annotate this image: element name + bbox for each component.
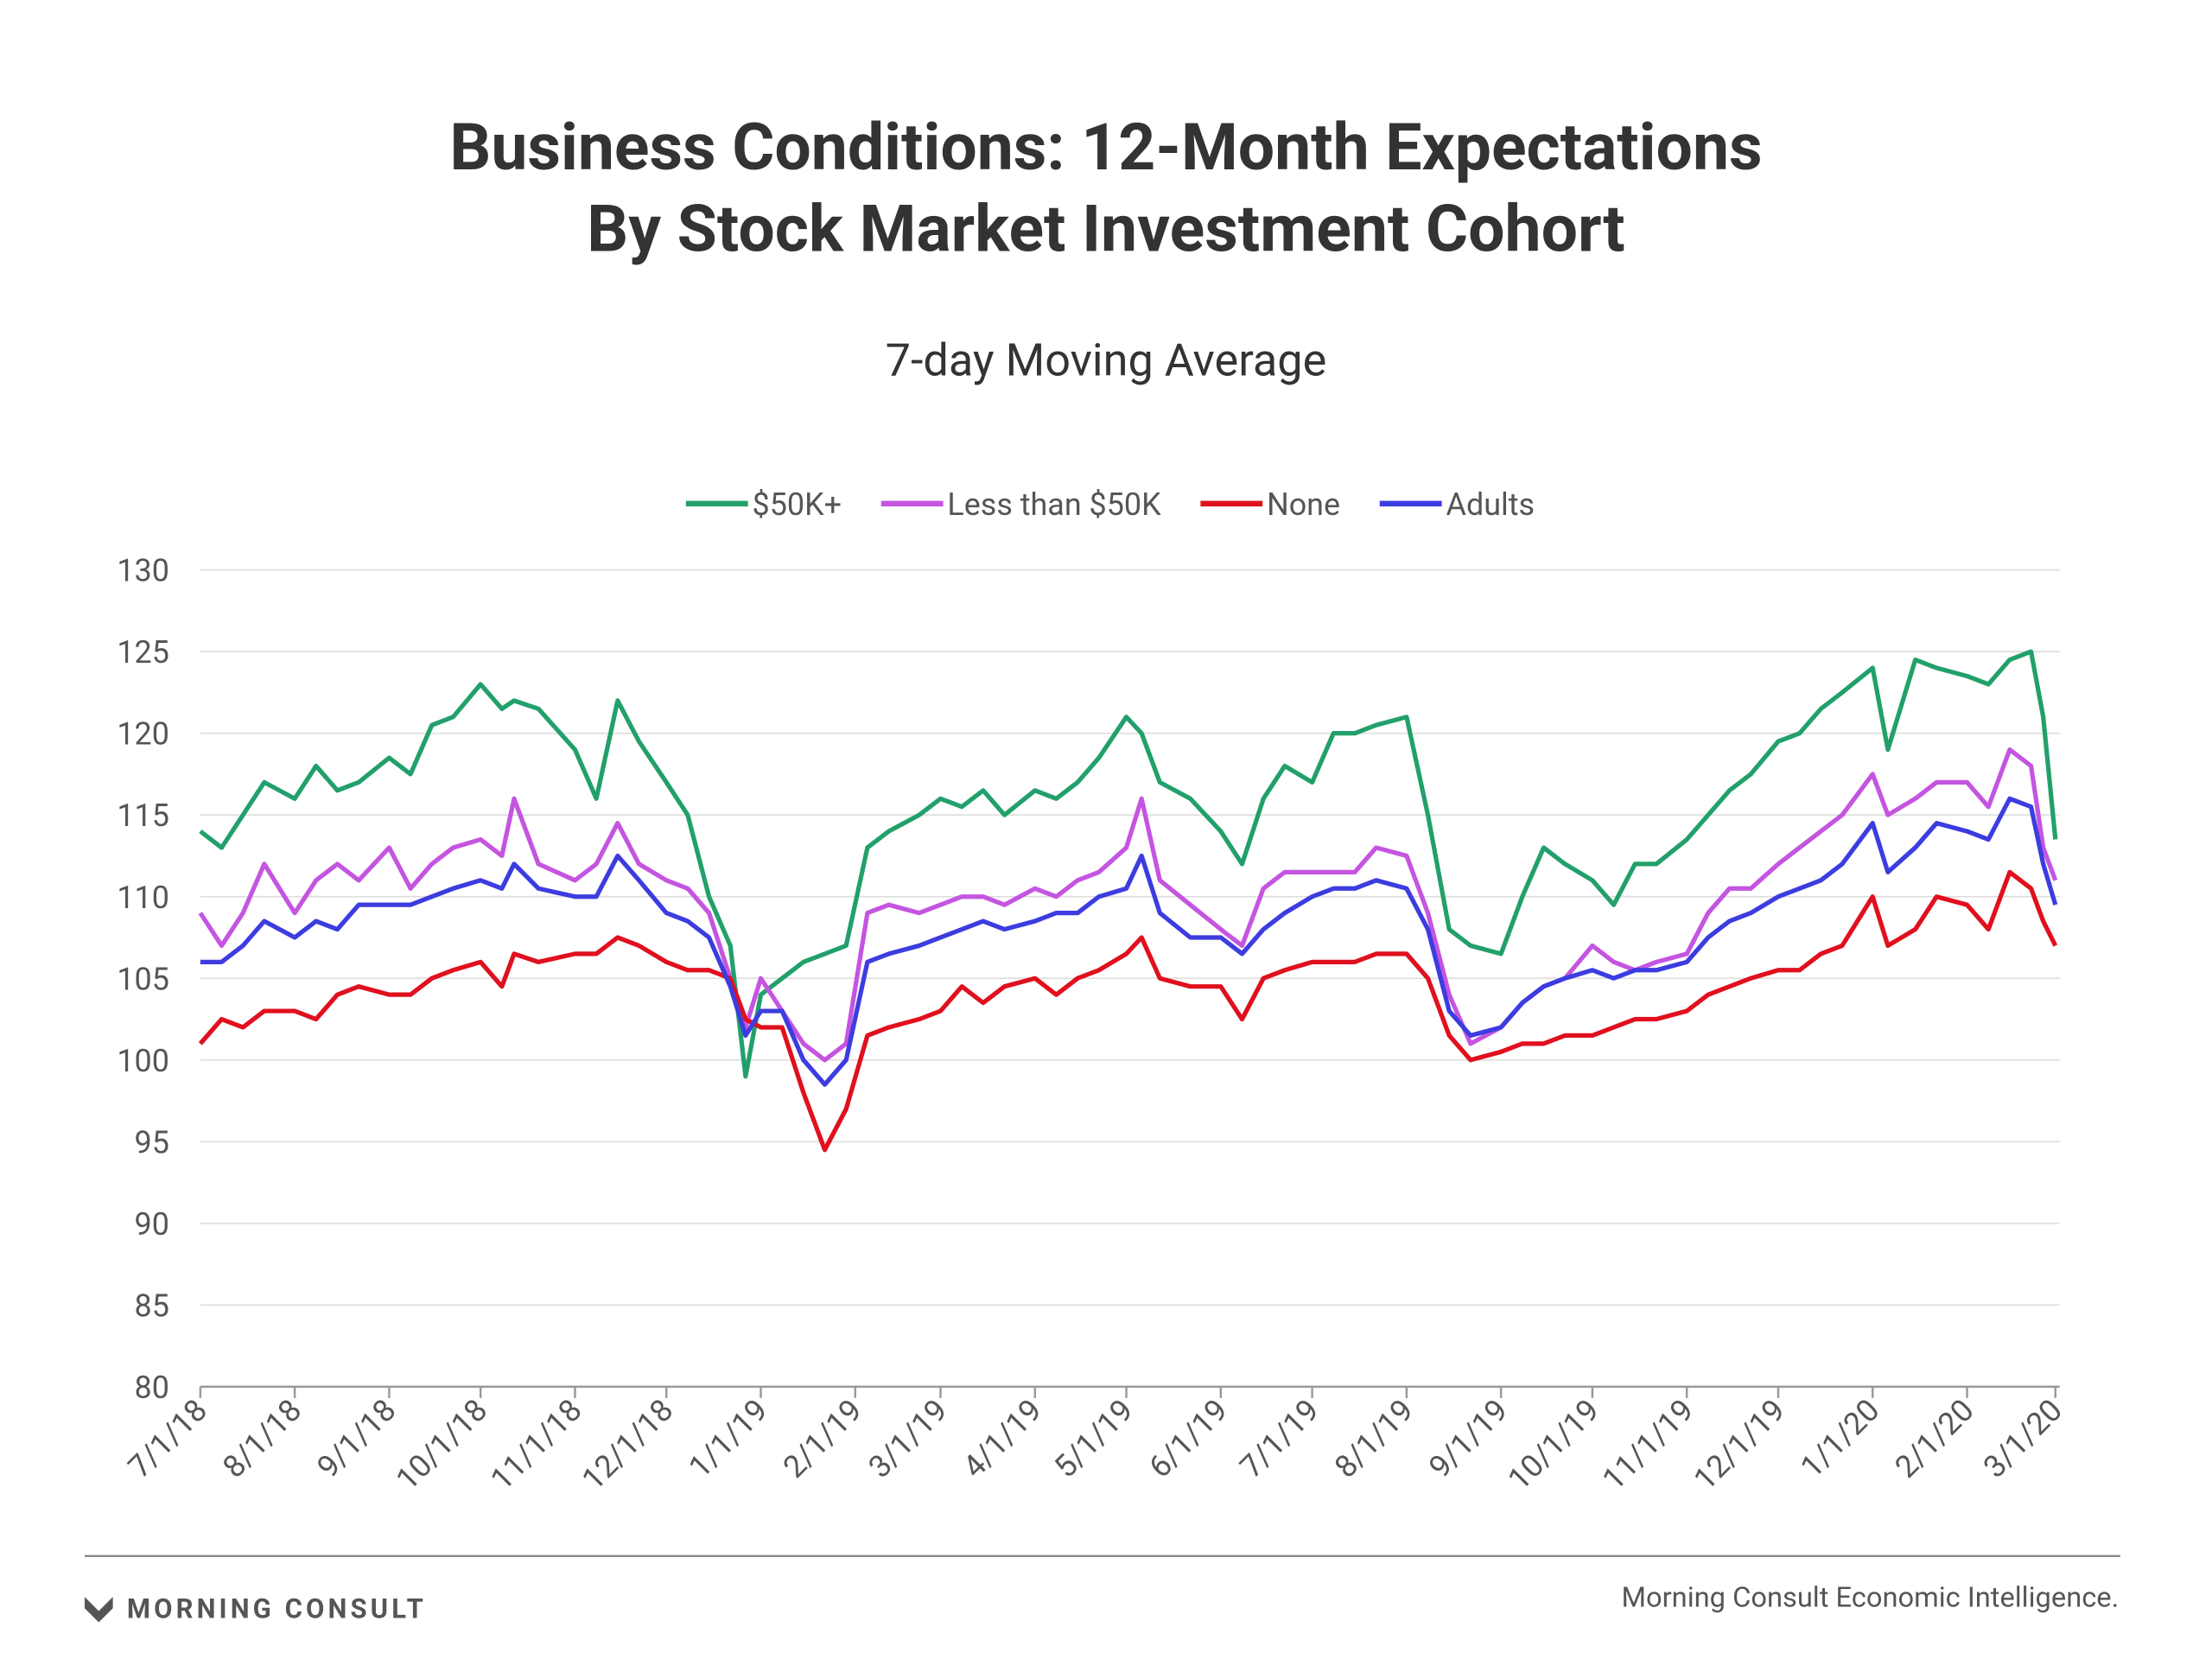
y-tick-label: 95 (135, 1124, 169, 1160)
y-tick-label: 120 (117, 716, 169, 753)
y-tick-label: 80 (135, 1370, 169, 1406)
chart-subtitle: 7-day Moving Average (886, 334, 1327, 386)
chart-title: By Stock Market Investment Cohort (587, 192, 1624, 268)
legend-label: None (1267, 486, 1340, 523)
y-tick-label: 130 (117, 553, 169, 589)
y-tick-label: 100 (117, 1043, 169, 1079)
y-tick-label: 105 (117, 961, 169, 997)
legend-label: Less than $50K (947, 486, 1161, 523)
series-line (199, 649, 2058, 1079)
legend-label: Adults (1446, 486, 1535, 523)
chart-title: Business Conditions: 12-Month Expectatio… (449, 110, 1762, 186)
legend-label: $50K+ (753, 486, 842, 523)
source-note: Morning Consult Economic Intelligence. (1622, 1581, 2120, 1614)
y-tick-label: 115 (117, 798, 169, 834)
y-tick-label: 125 (117, 634, 169, 671)
y-tick-label: 85 (135, 1287, 169, 1324)
series-line (198, 747, 2058, 1063)
logo-text: MORNING CONSULT (127, 1593, 427, 1625)
series-line (200, 796, 2058, 1087)
legend: $50K+ Less than $50K None Adults (685, 486, 1535, 523)
logo-icon (84, 1597, 113, 1623)
y-tick-label: 90 (135, 1206, 169, 1243)
series-line (198, 869, 2058, 1153)
y-tick-label: 110 (117, 880, 169, 916)
